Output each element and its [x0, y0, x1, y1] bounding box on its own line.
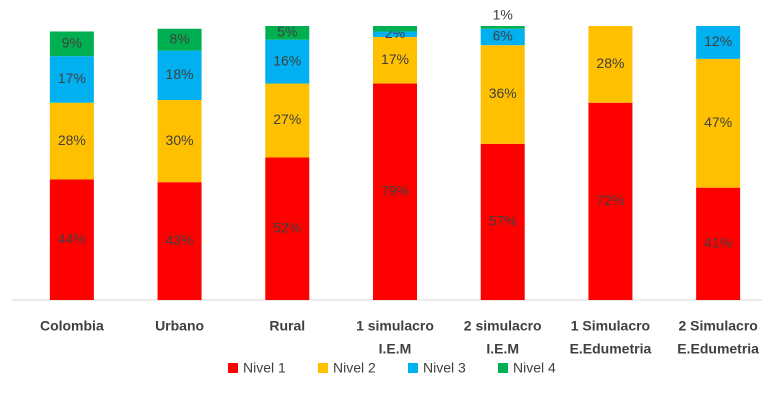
bar-segment — [696, 187, 741, 300]
data-label: 17% — [381, 51, 409, 67]
legend-swatch — [318, 363, 328, 373]
data-label: 43% — [166, 232, 194, 248]
data-label: 28% — [58, 132, 86, 148]
bar-segment — [49, 56, 94, 103]
data-label: 27% — [273, 111, 301, 127]
bar-segment — [157, 182, 202, 300]
data-label: 44% — [58, 230, 86, 246]
bar-segment — [373, 26, 417, 32]
data-label: 47% — [704, 114, 732, 130]
bar-segment — [696, 58, 741, 188]
legend-swatch — [408, 363, 418, 373]
x-tick-label: Urbano — [155, 318, 204, 334]
data-label: 6% — [493, 28, 513, 44]
data-label: 57% — [489, 213, 517, 229]
x-tick-label: E.Edumetria — [677, 341, 759, 357]
x-tick-label: 1 Simulacro — [571, 318, 650, 334]
data-label: 17% — [58, 70, 86, 86]
x-tick-label: 2 Simulacro — [678, 318, 757, 334]
x-tick-label: Colombia — [40, 318, 104, 334]
bar-segment — [157, 99, 202, 183]
x-tick-label: Rural — [269, 318, 305, 334]
x-tick-label: I.E.M — [379, 341, 412, 357]
bar-segment — [49, 102, 94, 180]
data-label: 9% — [62, 35, 82, 51]
bar-segment — [157, 28, 202, 51]
bar-segment — [49, 31, 94, 57]
bar-segment — [49, 179, 94, 300]
x-tick-label: I.E.M — [486, 341, 519, 357]
bar-segment — [588, 26, 633, 103]
data-label: 5% — [277, 24, 297, 40]
data-label: 1% — [493, 7, 513, 23]
x-tick-label: 1 simulacro — [356, 318, 434, 334]
data-label: 52% — [273, 219, 301, 235]
legend-swatch — [498, 363, 508, 373]
data-label: 28% — [596, 55, 624, 71]
data-label: 79% — [381, 182, 409, 198]
x-tick-label: 2 simulacro — [464, 318, 542, 334]
bar-segment — [588, 102, 633, 300]
bar-segment — [373, 83, 417, 300]
bar-segment — [480, 26, 525, 29]
data-label: 36% — [489, 85, 517, 101]
bar-segment — [480, 143, 525, 300]
data-label: 18% — [166, 66, 194, 82]
x-tick-label: E.Edumetria — [570, 341, 652, 357]
data-label: 12% — [704, 33, 732, 49]
bar-segment — [265, 26, 310, 40]
legend-label: Nivel 4 — [513, 360, 556, 376]
data-label: 8% — [169, 30, 189, 46]
legend-swatch — [228, 363, 238, 373]
legend-label: Nivel 3 — [423, 360, 466, 376]
bar-segment — [265, 39, 310, 84]
legend-label: Nivel 1 — [243, 360, 286, 376]
data-label: 16% — [273, 52, 301, 68]
bar-segment — [265, 83, 310, 158]
bar-segment — [480, 45, 525, 144]
bar-segment — [696, 26, 741, 59]
bar-segment — [373, 31, 417, 37]
data-label: 72% — [596, 192, 624, 208]
bar-segment — [480, 28, 525, 46]
bar-segment — [373, 36, 417, 84]
bar-segment — [265, 157, 310, 300]
data-label: 41% — [704, 235, 732, 251]
data-label: 30% — [166, 132, 194, 148]
legend-label: Nivel 2 — [333, 360, 376, 376]
bar-segment — [157, 50, 202, 100]
